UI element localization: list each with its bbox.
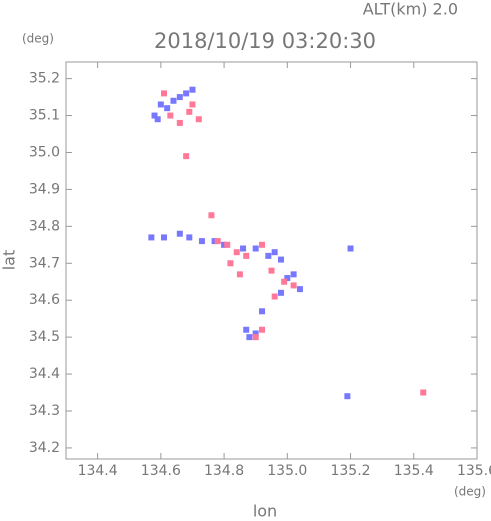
echo-point [221, 241, 228, 248]
echo-point [183, 90, 190, 97]
echo-point [271, 249, 278, 256]
echo-point [277, 289, 284, 296]
chart-title: 2018/10/19 03:20:30 [154, 29, 376, 53]
echo-point [420, 389, 427, 396]
y-tick-label: 34.2 [29, 440, 60, 456]
echo-point [259, 326, 266, 333]
y-axis-label: lat [0, 250, 19, 271]
y-tick-label: 34.3 [29, 403, 60, 419]
y-tick-label: 35.0 [29, 144, 60, 160]
echo-point [252, 334, 259, 341]
echo-point [176, 119, 183, 126]
echo-point [290, 271, 297, 278]
echo-point [246, 334, 253, 341]
echo-point [148, 234, 155, 241]
echo-point [344, 393, 351, 400]
echo-point [259, 308, 266, 315]
echo-point [151, 112, 158, 119]
echo-point [211, 238, 218, 245]
echo-point [277, 256, 284, 263]
echo-point [259, 241, 266, 248]
echo-point [296, 286, 303, 293]
echo-point [240, 245, 247, 252]
x-tick-label: 134.6 [141, 463, 181, 479]
echo-point [186, 234, 193, 241]
echo-point [227, 260, 234, 267]
echo-point [164, 105, 171, 112]
echo-point [189, 86, 196, 93]
x-tick-label: 134.4 [78, 463, 118, 479]
echo-point [167, 112, 174, 119]
echo-point [170, 97, 177, 104]
echo-point [265, 252, 272, 259]
echo-point [243, 252, 250, 259]
echo-point [183, 153, 190, 160]
echo-point [161, 90, 168, 97]
echo-point [281, 278, 288, 285]
echo-point [176, 230, 183, 237]
y-tick-label: 34.4 [29, 366, 60, 382]
x-axis-label: lon [253, 502, 277, 521]
echo-point [243, 326, 250, 333]
echo-point [161, 234, 168, 241]
x-tick-label: 134.8 [204, 463, 244, 479]
echo-point [268, 267, 275, 274]
echo-point [252, 330, 259, 337]
echo-point [154, 116, 161, 123]
echo-point [236, 271, 243, 278]
x-tick-label: 135.6 [457, 463, 491, 479]
x-unit: (deg) [454, 485, 486, 499]
y-tick-label: 35.2 [29, 71, 60, 87]
y-tick-label: 35.1 [29, 108, 60, 124]
echo-point [224, 241, 231, 248]
x-tick-label: 135.0 [267, 463, 307, 479]
echo-point [189, 101, 196, 108]
chart-subtitle: ALT(km) 2.0 [363, 0, 458, 19]
echo-point [208, 212, 215, 219]
y-tick-label: 34.8 [29, 218, 60, 234]
echo-point [233, 249, 240, 256]
echo-point [271, 293, 278, 300]
echo-point [214, 238, 221, 245]
y-tick-label: 34.7 [29, 255, 60, 271]
echo-point [198, 238, 205, 245]
plot-frame [65, 61, 478, 460]
x-tick-label: 135.2 [330, 463, 370, 479]
x-tick-label: 135.4 [394, 463, 434, 479]
echo-point [284, 275, 291, 282]
y-tick-label: 34.6 [29, 292, 60, 308]
echo-point [252, 245, 259, 252]
echo-point [176, 94, 183, 101]
y-tick-label: 34.5 [29, 329, 60, 345]
y-tick-label: 34.9 [29, 181, 60, 197]
echo-point [186, 108, 193, 115]
y-unit: (deg) [22, 32, 54, 46]
echo-point [290, 282, 297, 289]
echo-point [157, 101, 164, 108]
echo-point [347, 245, 354, 252]
echo-point [195, 116, 202, 123]
